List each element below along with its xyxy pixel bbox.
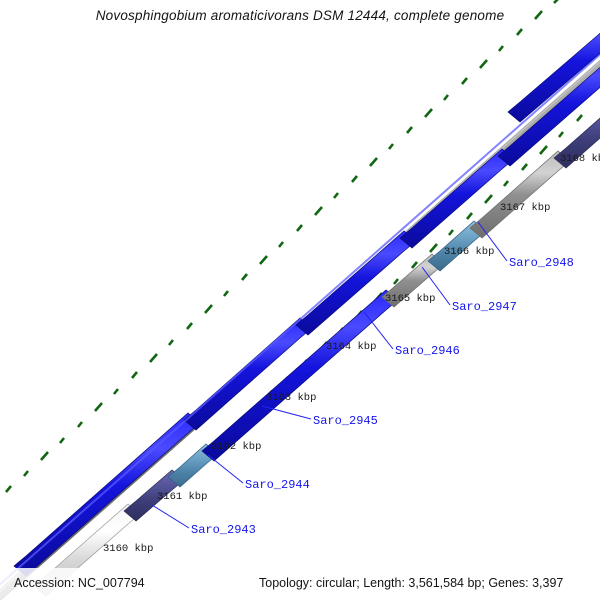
axis-tick-labels: 3160 kbp 3161 kbp 3162 kbp 3163 kbp 3164… <box>103 153 600 555</box>
tick-label: 3161 kbp <box>157 491 207 503</box>
gene-arrow[interactable] <box>201 289 399 462</box>
gene-leader-line <box>421 266 451 306</box>
status-bar: Accession: NC_007794 Topology: circular;… <box>0 568 600 600</box>
outer-strand-track[interactable] <box>507 11 600 123</box>
gene-arrow[interactable] <box>469 150 571 239</box>
gene-arrow[interactable] <box>381 253 445 308</box>
gene-annotations[interactable]: Saro_2943 Saro_2944 Saro_2945 Saro_2946 … <box>151 221 574 537</box>
tick-label: 3162 kbp <box>211 441 261 453</box>
gene-leader-line <box>151 504 190 529</box>
tick-label: 3165 kbp <box>385 293 435 305</box>
tick-label: 3163 kbp <box>266 392 316 404</box>
page-title: Novosphingobium aromaticivorans DSM 1244… <box>95 8 505 23</box>
gene-leader-line <box>261 405 312 420</box>
gene-band-upper[interactable] <box>0 28 600 600</box>
gene-arrow[interactable] <box>399 148 515 249</box>
gene-label[interactable]: Saro_2945 <box>313 414 378 428</box>
gene-label[interactable]: Saro_2944 <box>245 478 310 492</box>
gene-leader-line <box>207 454 244 484</box>
gene-label[interactable]: Saro_2943 <box>191 523 256 537</box>
gene-arrow[interactable] <box>13 412 201 577</box>
gene-arrow[interactable] <box>553 97 600 169</box>
gene-leader-line <box>477 221 508 262</box>
gene-label[interactable]: Saro_2946 <box>395 344 460 358</box>
tick-label: 3167 kbp <box>500 202 550 214</box>
genome-metadata-label: Topology: circular; Length: 3,561,584 bp… <box>259 576 564 590</box>
gene-leader-line <box>363 311 394 350</box>
gene-band-lower[interactable] <box>33 97 600 597</box>
tick-label: 3168 kbp <box>560 153 600 165</box>
tick-label: 3164 kbp <box>326 341 376 353</box>
gene-arrow[interactable] <box>183 317 313 431</box>
gene-arrow[interactable] <box>427 220 487 272</box>
gene-arrow[interactable] <box>507 11 600 123</box>
gene-label[interactable]: Saro_2948 <box>509 256 574 270</box>
tick-label: 3166 kbp <box>444 246 494 258</box>
gene-arrow[interactable] <box>497 50 600 167</box>
gc-skew-plot <box>5 0 559 493</box>
gene-arrow[interactable] <box>167 443 219 488</box>
accession-label: Accession: NC_007794 <box>14 576 145 590</box>
tick-label: 3160 kbp <box>103 543 153 555</box>
gene-arrow[interactable] <box>123 469 185 522</box>
gene-arrow[interactable] <box>295 230 417 336</box>
gene-label[interactable]: Saro_2947 <box>452 300 517 314</box>
